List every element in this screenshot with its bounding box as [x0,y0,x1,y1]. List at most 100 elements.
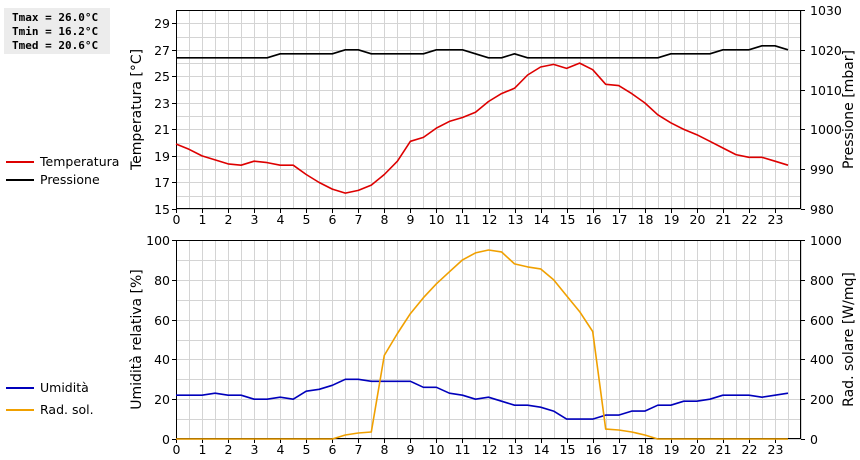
x-tick-label: 20 [690,212,706,227]
x-tick-label: 10 [429,442,445,457]
x-tick-label: 8 [381,212,389,227]
chart-panel-2: 0 1 2 3 4 5 6 7 8 9 10 11 12 13 14 15 16 17 18 19 20 21 22 2302… [129,233,857,457]
x-tick-label: 6 [329,442,337,457]
y-tick-label-right: 1010 [810,83,842,98]
y-tick-label-left: 40 [154,352,170,367]
x-tick-label: 9 [407,442,415,457]
x-tick-label: 16 [586,442,602,457]
y-axis-label-right: Rad. solare [W/mq] [841,272,857,407]
x-tick-label: 17 [612,212,628,227]
x-tick-label: 5 [303,442,311,457]
x-tick-label: 4 [277,442,285,457]
y-tick-label-right: 990 [810,162,834,177]
y-axis-label-left: Temperatura [°C] [129,49,145,171]
plot-frame [176,10,801,209]
y-axis-label-right: Pressione [mbar] [841,50,857,169]
x-tick-label: 21 [716,442,732,457]
x-tick-label: 23 [768,442,784,457]
y-tick-label-left: 23 [154,96,170,111]
y-tick-label-right: 980 [810,202,834,217]
y-tick-label-left: 60 [154,313,170,328]
x-tick-label: 17 [612,442,628,457]
y-tick-label-right: 200 [810,392,834,407]
y-tick-label-left: 27 [154,43,170,58]
y-tick-label-right: 400 [810,352,834,367]
x-tick-label: 1 [199,442,207,457]
grid [176,240,802,440]
x-tick-label: 3 [251,442,259,457]
legend-swatch-umidita [6,387,34,389]
x-tick-label: 4 [277,212,285,227]
stat-tmed: Tmed = 20.6°C [12,39,99,52]
legend-swatch-pressione [6,179,34,181]
legend-swatch-rad-sol [6,409,34,411]
y-tick-label-left: 0 [162,432,170,447]
y-tick-label-left: 19 [154,149,170,164]
y-tick-label-right: 1000 [810,122,842,137]
series-line-temperatura [175,62,789,194]
y-tick-label-right: 1030 [810,3,842,18]
x-tick-label: 2 [225,212,233,227]
y-tick-label-right: 600 [810,313,834,328]
grid [176,10,802,210]
y-tick-label-right: 1020 [810,43,842,58]
x-tick-label: 19 [664,442,680,457]
y-tick-label-left: 15 [154,202,170,217]
x-tick-label: 11 [455,212,471,227]
y-tick-label-left: 20 [154,392,170,407]
stats-box: Tmax = 26.0°C Tmin = 16.2°C Tmed = 20.6°… [4,8,110,54]
x-tick-label: 14 [534,442,550,457]
y-axis-label-left: Umidità relativa [%] [129,269,145,410]
y-tick-label-right: 1000 [810,233,842,248]
x-tick-label: 0 [173,212,181,227]
x-tick-label: 12 [482,442,498,457]
x-tick-label: 13 [508,442,524,457]
x-tick-label: 23 [768,212,784,227]
x-tick-label: 11 [455,442,471,457]
x-tick-label: 10 [429,212,445,227]
y-tick-label-left: 100 [146,233,170,248]
stat-tmin: Tmin = 16.2°C [12,25,99,38]
y-tick-label-right: 0 [810,432,818,447]
legend-label-pressione: Pressione [40,172,100,187]
x-tick-label: 19 [664,212,680,227]
x-tick-label: 22 [742,212,758,227]
y-tick-label-right: 800 [810,273,834,288]
y-tick-label-left: 21 [154,122,170,137]
chart-panel-1: 0 1 2 3 4 5 6 7 8 9 10 11 12 13 14 15 16 17 18 19 20 21 22 2315… [129,3,857,227]
x-tick-label: 5 [303,212,311,227]
x-tick-label: 21 [716,212,732,227]
x-tick-label: 22 [742,442,758,457]
legend-label-temperatura: Temperatura [40,154,120,169]
x-tick-label: 0 [173,442,181,457]
plot-frame [176,240,801,439]
x-tick-label: 7 [355,212,363,227]
y-tick-label-left: 29 [154,16,170,31]
y-tick-label-left: 25 [154,69,170,84]
x-tick-label: 20 [690,442,706,457]
x-tick-label: 9 [407,212,415,227]
x-tick-label: 2 [225,442,233,457]
x-tick-label: 16 [586,212,602,227]
x-tick-label: 18 [638,442,654,457]
series-line-umidita [176,378,789,420]
legend-label-rad-sol: Rad. sol. [40,402,94,417]
series-line-rad-sol [176,249,788,440]
x-tick-label: 15 [560,442,576,457]
x-tick-label: 7 [355,442,363,457]
x-tick-label: 13 [508,212,524,227]
legend-label-umidita: Umidità [40,380,89,395]
y-tick-label-left: 80 [154,273,170,288]
series-line-pressione [176,44,789,59]
x-tick-label: 6 [329,212,337,227]
legend-swatch-temperatura [6,161,34,163]
x-tick-label: 14 [534,212,550,227]
x-tick-label: 1 [199,212,207,227]
y-tick-label-left: 17 [154,175,170,190]
stat-tmax: Tmax = 26.0°C [12,11,99,24]
x-tick-label: 18 [638,212,654,227]
x-tick-label: 8 [381,442,389,457]
x-tick-label: 12 [482,212,498,227]
x-tick-label: 15 [560,212,576,227]
